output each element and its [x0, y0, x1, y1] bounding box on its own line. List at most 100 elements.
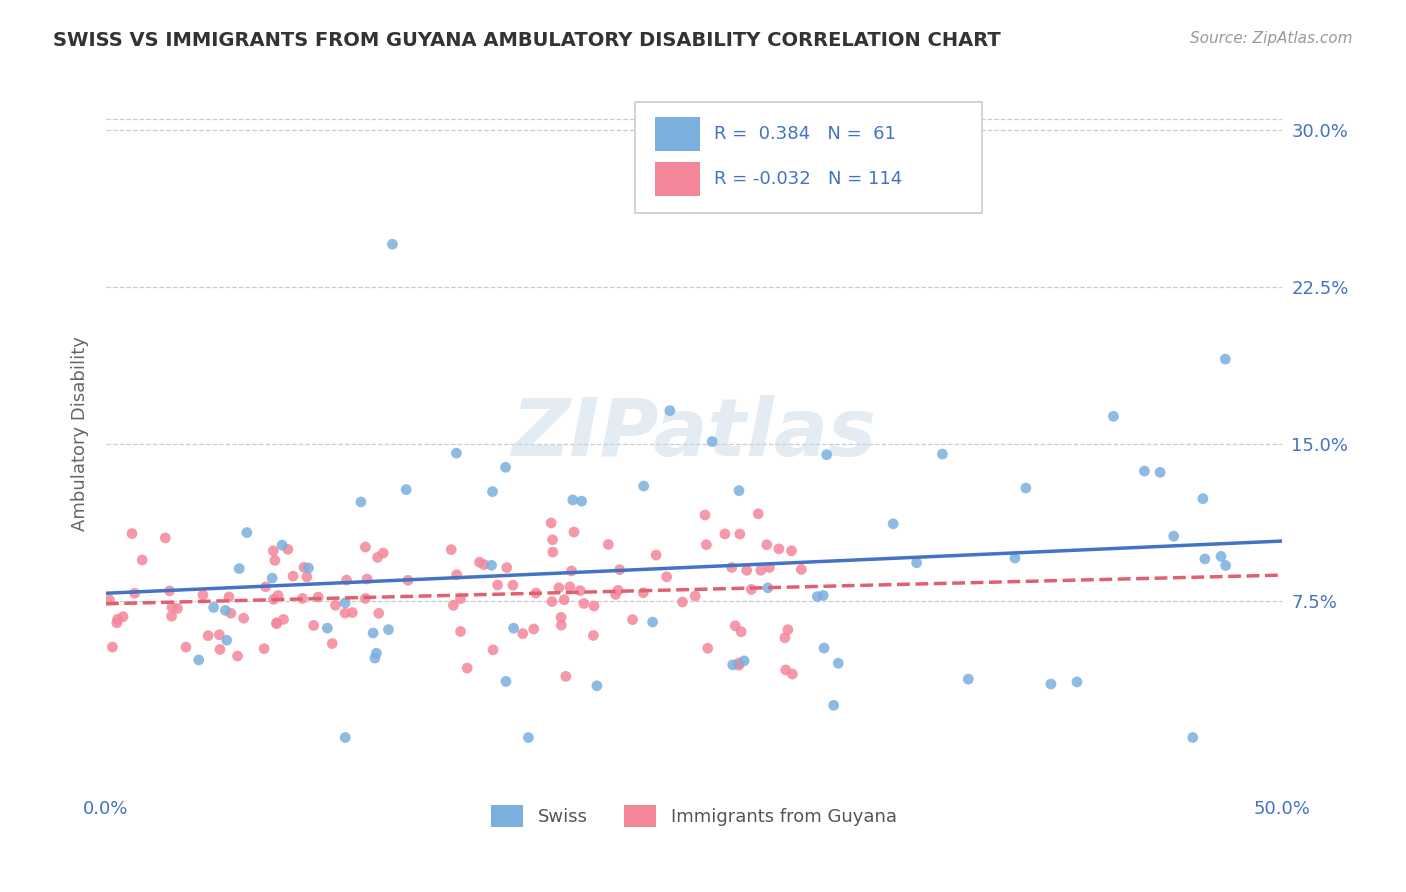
- Point: [291, 591, 314, 606]
- Point: [735, 563, 758, 577]
- Point: [609, 563, 631, 577]
- Point: [658, 403, 681, 417]
- Point: [342, 606, 364, 620]
- Point: [1004, 551, 1026, 566]
- Point: [262, 571, 284, 585]
- Point: [671, 595, 693, 609]
- Point: [495, 674, 517, 689]
- Point: [572, 597, 595, 611]
- Point: [321, 636, 343, 650]
- Point: [1209, 549, 1232, 564]
- Point: [197, 629, 219, 643]
- Point: [957, 672, 980, 686]
- Point: [633, 479, 655, 493]
- Point: [755, 538, 778, 552]
- Point: [366, 646, 388, 660]
- Point: [1194, 552, 1216, 566]
- Point: [273, 612, 295, 626]
- Point: [160, 600, 183, 615]
- Point: [550, 610, 572, 624]
- Point: [446, 567, 468, 582]
- Point: [776, 623, 799, 637]
- Point: [495, 560, 517, 574]
- Point: [482, 642, 505, 657]
- Point: [813, 589, 835, 603]
- Point: [232, 611, 254, 625]
- Point: [905, 556, 928, 570]
- Point: [768, 541, 790, 556]
- Point: [121, 526, 143, 541]
- Point: [159, 583, 181, 598]
- Point: [450, 624, 472, 639]
- Point: [101, 640, 124, 654]
- Point: [740, 582, 762, 597]
- Point: [131, 553, 153, 567]
- Bar: [655, 162, 700, 196]
- Point: [502, 621, 524, 635]
- Point: [1213, 352, 1236, 367]
- Point: [367, 550, 389, 565]
- Text: Source: ZipAtlas.com: Source: ZipAtlas.com: [1189, 31, 1353, 46]
- Point: [790, 562, 813, 576]
- Point: [512, 626, 534, 640]
- Point: [773, 631, 796, 645]
- Point: [547, 581, 569, 595]
- Point: [316, 621, 339, 635]
- Point: [335, 573, 357, 587]
- Point: [1163, 529, 1185, 543]
- Point: [621, 613, 644, 627]
- Point: [325, 599, 347, 613]
- Point: [295, 570, 318, 584]
- Point: [827, 657, 849, 671]
- Point: [450, 591, 472, 606]
- Text: R = -0.032   N = 114: R = -0.032 N = 114: [714, 170, 903, 188]
- Point: [277, 542, 299, 557]
- Point: [813, 641, 835, 656]
- Point: [655, 570, 678, 584]
- Point: [441, 599, 464, 613]
- Point: [335, 596, 357, 610]
- Point: [396, 574, 419, 588]
- Point: [1039, 677, 1062, 691]
- Point: [1102, 409, 1125, 424]
- Point: [728, 483, 751, 498]
- Point: [361, 626, 384, 640]
- Point: [333, 606, 356, 620]
- Point: [586, 679, 609, 693]
- Point: [631, 585, 654, 599]
- Point: [208, 628, 231, 642]
- Point: [187, 653, 209, 667]
- Point: [1066, 674, 1088, 689]
- Point: [569, 583, 592, 598]
- Point: [931, 447, 953, 461]
- Point: [160, 609, 183, 624]
- Point: [747, 507, 769, 521]
- Point: [517, 731, 540, 745]
- Point: [730, 624, 752, 639]
- Point: [607, 583, 630, 598]
- Point: [468, 555, 491, 569]
- Point: [728, 658, 751, 673]
- Point: [218, 590, 240, 604]
- Point: [550, 618, 572, 632]
- Point: [1215, 558, 1237, 573]
- Point: [540, 516, 562, 530]
- Point: [395, 483, 418, 497]
- Point: [266, 616, 288, 631]
- Point: [124, 586, 146, 600]
- Point: [228, 561, 250, 575]
- Point: [782, 667, 804, 681]
- Point: [700, 434, 723, 449]
- Point: [302, 618, 325, 632]
- Point: [562, 524, 585, 539]
- Point: [553, 592, 575, 607]
- Point: [605, 587, 627, 601]
- Point: [219, 606, 242, 620]
- Point: [174, 640, 197, 655]
- Point: [208, 642, 231, 657]
- Point: [112, 609, 135, 624]
- Point: [486, 578, 509, 592]
- Point: [373, 546, 395, 560]
- Point: [254, 580, 277, 594]
- Point: [749, 563, 772, 577]
